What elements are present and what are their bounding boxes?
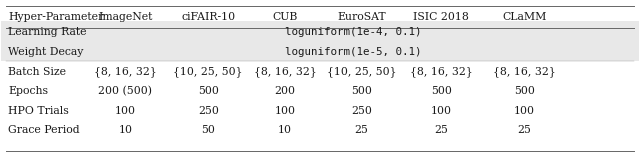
Text: 250: 250	[198, 106, 219, 116]
Text: 100: 100	[431, 106, 452, 116]
Text: 200 (500): 200 (500)	[98, 86, 152, 96]
Text: Learning Rate: Learning Rate	[8, 27, 87, 37]
Text: Weight Decay: Weight Decay	[8, 47, 84, 57]
Text: 500: 500	[431, 86, 452, 96]
Text: CLaMM: CLaMM	[502, 12, 547, 22]
Text: 100: 100	[514, 106, 535, 116]
Text: Hyper-Parameter: Hyper-Parameter	[8, 12, 104, 22]
Text: ciFAIR-10: ciFAIR-10	[181, 12, 236, 22]
Text: 50: 50	[202, 126, 215, 135]
Text: 10: 10	[118, 126, 132, 135]
Text: CUB: CUB	[272, 12, 298, 22]
Text: 500: 500	[351, 86, 372, 96]
Text: {8, 16, 32}: {8, 16, 32}	[253, 66, 316, 77]
Text: Grace Period: Grace Period	[8, 126, 80, 135]
Text: HPO Trials: HPO Trials	[8, 106, 69, 116]
Text: 10: 10	[278, 126, 292, 135]
Text: 500: 500	[514, 86, 535, 96]
Text: 200: 200	[275, 86, 296, 96]
Text: Epochs: Epochs	[8, 86, 49, 96]
Text: {8, 16, 32}: {8, 16, 32}	[94, 66, 157, 77]
Text: EuroSAT: EuroSAT	[337, 12, 386, 22]
Text: 250: 250	[351, 106, 372, 116]
Text: 100: 100	[275, 106, 296, 116]
Text: 25: 25	[355, 126, 369, 135]
Text: 100: 100	[115, 106, 136, 116]
Text: loguniform(1e-4, 0.1): loguniform(1e-4, 0.1)	[285, 27, 421, 37]
Text: 500: 500	[198, 86, 219, 96]
Text: {8, 16, 32}: {8, 16, 32}	[410, 66, 473, 77]
Text: 25: 25	[517, 126, 531, 135]
Text: ISIC 2018: ISIC 2018	[413, 12, 469, 22]
FancyBboxPatch shape	[1, 21, 639, 61]
Text: {10, 25, 50}: {10, 25, 50}	[173, 66, 243, 77]
Text: ImageNet: ImageNet	[98, 12, 152, 22]
Text: loguniform(1e-5, 0.1): loguniform(1e-5, 0.1)	[285, 47, 421, 57]
Text: 25: 25	[435, 126, 448, 135]
Text: {10, 25, 50}: {10, 25, 50}	[327, 66, 396, 77]
Text: {8, 16, 32}: {8, 16, 32}	[493, 66, 556, 77]
Text: Batch Size: Batch Size	[8, 66, 67, 77]
